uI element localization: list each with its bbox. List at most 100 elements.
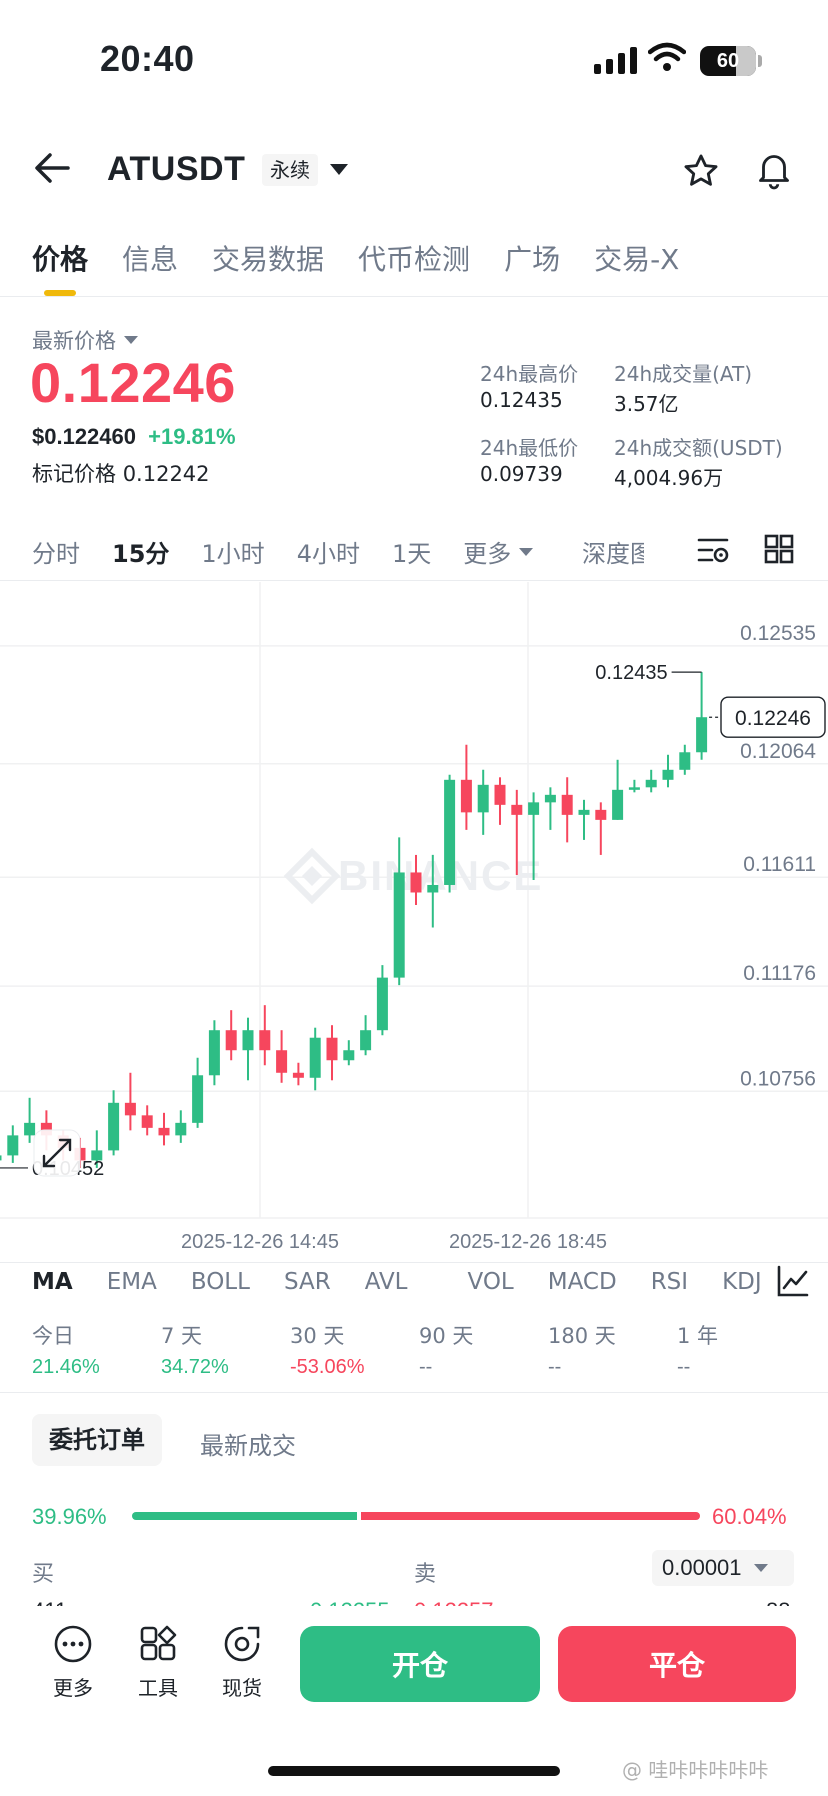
contract-type-badge: 永续 bbox=[262, 154, 318, 186]
book-sell-price: 0.12257 bbox=[414, 1594, 494, 1606]
usd-price-line: $0.122460 +19.81% bbox=[32, 424, 236, 450]
candle bbox=[578, 799, 590, 840]
candle-body bbox=[578, 809, 590, 815]
back-arrow-icon[interactable] bbox=[34, 152, 70, 184]
tab-token-check[interactable]: 代币检测 bbox=[358, 243, 471, 276]
volume-24h-value: 3.57亿 bbox=[614, 392, 679, 416]
candle bbox=[628, 779, 640, 793]
spot-button[interactable]: 现货 bbox=[207, 1624, 277, 1701]
candle bbox=[662, 754, 674, 788]
x-axis-labels: 2025-12-26 14:45 2025-12-26 18:45 bbox=[181, 1231, 607, 1253]
indicator-boll[interactable]: BOLL bbox=[190, 1269, 250, 1295]
candle-body bbox=[276, 1050, 288, 1073]
indicator-ema[interactable]: EMA bbox=[106, 1269, 157, 1295]
y-axis-label: 0.12535 bbox=[740, 622, 816, 645]
perf-label-180d: 180 天 bbox=[548, 1324, 616, 1348]
chevron-down-icon bbox=[124, 336, 138, 344]
candle-body bbox=[679, 752, 691, 770]
candle bbox=[7, 1125, 19, 1163]
current-price-box bbox=[720, 696, 826, 738]
tab-info[interactable]: 信息 bbox=[122, 243, 179, 276]
interval-15m[interactable]: 15分 bbox=[112, 540, 170, 568]
high-annotation: 0.12435 bbox=[595, 662, 667, 684]
more-button[interactable]: 更多 bbox=[38, 1624, 108, 1701]
tab-square[interactable]: 广场 bbox=[504, 243, 561, 276]
divider bbox=[0, 580, 828, 581]
cellular-signal-icon bbox=[594, 46, 637, 74]
chevron-down-icon[interactable] bbox=[330, 164, 348, 175]
interval-4h[interactable]: 4小时 bbox=[296, 540, 360, 568]
expand-chart-button[interactable] bbox=[33, 1129, 81, 1177]
indicator-sar[interactable]: SAR bbox=[283, 1269, 331, 1295]
candle bbox=[696, 672, 708, 760]
indicator-kdj[interactable]: KDJ bbox=[722, 1269, 762, 1295]
candle-body bbox=[645, 779, 657, 788]
tab-trade-x[interactable]: 交易-X bbox=[594, 243, 680, 276]
candle-body bbox=[208, 1030, 220, 1076]
interval-1h[interactable]: 1小时 bbox=[201, 540, 265, 568]
candle-body bbox=[7, 1135, 19, 1156]
indicator-chart-icon[interactable] bbox=[776, 1264, 810, 1298]
indicator-macd[interactable]: MACD bbox=[547, 1269, 617, 1295]
candle-body bbox=[444, 779, 456, 885]
current-price-label: 0.12246 bbox=[735, 707, 811, 730]
mark-price-value: 0.12242 bbox=[122, 462, 210, 486]
interval-1d[interactable]: 1天 bbox=[391, 540, 432, 568]
indicator-ma[interactable]: MA bbox=[32, 1269, 73, 1295]
indicator-rsi[interactable]: RSI bbox=[650, 1269, 689, 1295]
interval-depth[interactable]: 深度图 bbox=[582, 540, 644, 568]
book-buy-price: 0.12255 bbox=[310, 1594, 390, 1606]
candle bbox=[141, 1105, 153, 1136]
star-icon[interactable] bbox=[682, 152, 720, 190]
chart-settings-icon[interactable] bbox=[696, 534, 730, 566]
x-axis-label: 2025-12-26 14:45 bbox=[181, 1231, 339, 1253]
candle-body bbox=[175, 1122, 187, 1136]
bell-icon[interactable] bbox=[756, 150, 792, 190]
amount-24h-value: 4,004.96万 bbox=[614, 466, 724, 490]
interval-more[interactable]: 更多 bbox=[463, 534, 534, 569]
perf-label-90d: 90 天 bbox=[419, 1324, 474, 1348]
candle bbox=[192, 1057, 204, 1128]
perf-label-today: 今日 bbox=[32, 1324, 74, 1348]
precision-select[interactable]: 0.00001 bbox=[652, 1550, 794, 1586]
binance-logo-icon bbox=[283, 847, 341, 905]
close-position-button[interactable]: 平仓 bbox=[558, 1626, 796, 1702]
open-position-button[interactable]: 开仓 bbox=[300, 1626, 540, 1702]
perf-value-180d: -- bbox=[548, 1356, 562, 1378]
indicator-avl[interactable]: AVL bbox=[364, 1269, 408, 1295]
more-icon bbox=[54, 1625, 92, 1663]
candle bbox=[393, 837, 405, 986]
tab-trading-data[interactable]: 交易数据 bbox=[212, 243, 325, 276]
candle bbox=[292, 1062, 304, 1086]
buy-ratio: 39.96% bbox=[32, 1504, 107, 1529]
candle-body bbox=[696, 717, 708, 753]
interval-line[interactable]: 分时 bbox=[32, 540, 80, 568]
buy-column-label: 买 bbox=[32, 1562, 55, 1587]
symbol-title[interactable]: ATUSDT bbox=[107, 150, 246, 188]
perf-label-1y: 1 年 bbox=[677, 1324, 719, 1348]
indicator-vol[interactable]: VOL bbox=[467, 1269, 514, 1295]
candle-body bbox=[662, 769, 674, 780]
perf-value-today: 21.46% bbox=[32, 1356, 100, 1378]
perf-label-30d: 30 天 bbox=[290, 1324, 345, 1348]
candle bbox=[460, 744, 472, 830]
candle-body bbox=[612, 789, 624, 820]
tab-latest-trades[interactable]: 最新成交 bbox=[200, 1432, 296, 1460]
last-price-selector[interactable]: 最新价格 bbox=[32, 325, 138, 355]
candle bbox=[24, 1097, 36, 1143]
candle-body bbox=[544, 794, 556, 803]
layout-grid-icon[interactable] bbox=[764, 534, 794, 564]
tab-order-book[interactable]: 委托订单 bbox=[32, 1414, 162, 1466]
y-axis-label: 0.12064 bbox=[740, 740, 816, 763]
tools-button[interactable]: 工具 bbox=[123, 1624, 193, 1701]
status-time: 20:40 bbox=[100, 38, 195, 79]
candle bbox=[595, 802, 607, 855]
candle bbox=[528, 792, 540, 880]
candle-body bbox=[477, 784, 489, 813]
tab-price[interactable]: 价格 bbox=[32, 243, 89, 276]
sell-ratio: 60.04% bbox=[712, 1504, 787, 1529]
candle-body bbox=[309, 1037, 321, 1078]
chart-grid bbox=[0, 582, 828, 1219]
candle-body bbox=[292, 1072, 304, 1078]
candlestick-chart[interactable]: BINANCE 0.12535 0.12064 0.11611 0.11176 0.10… bbox=[0, 582, 828, 1264]
